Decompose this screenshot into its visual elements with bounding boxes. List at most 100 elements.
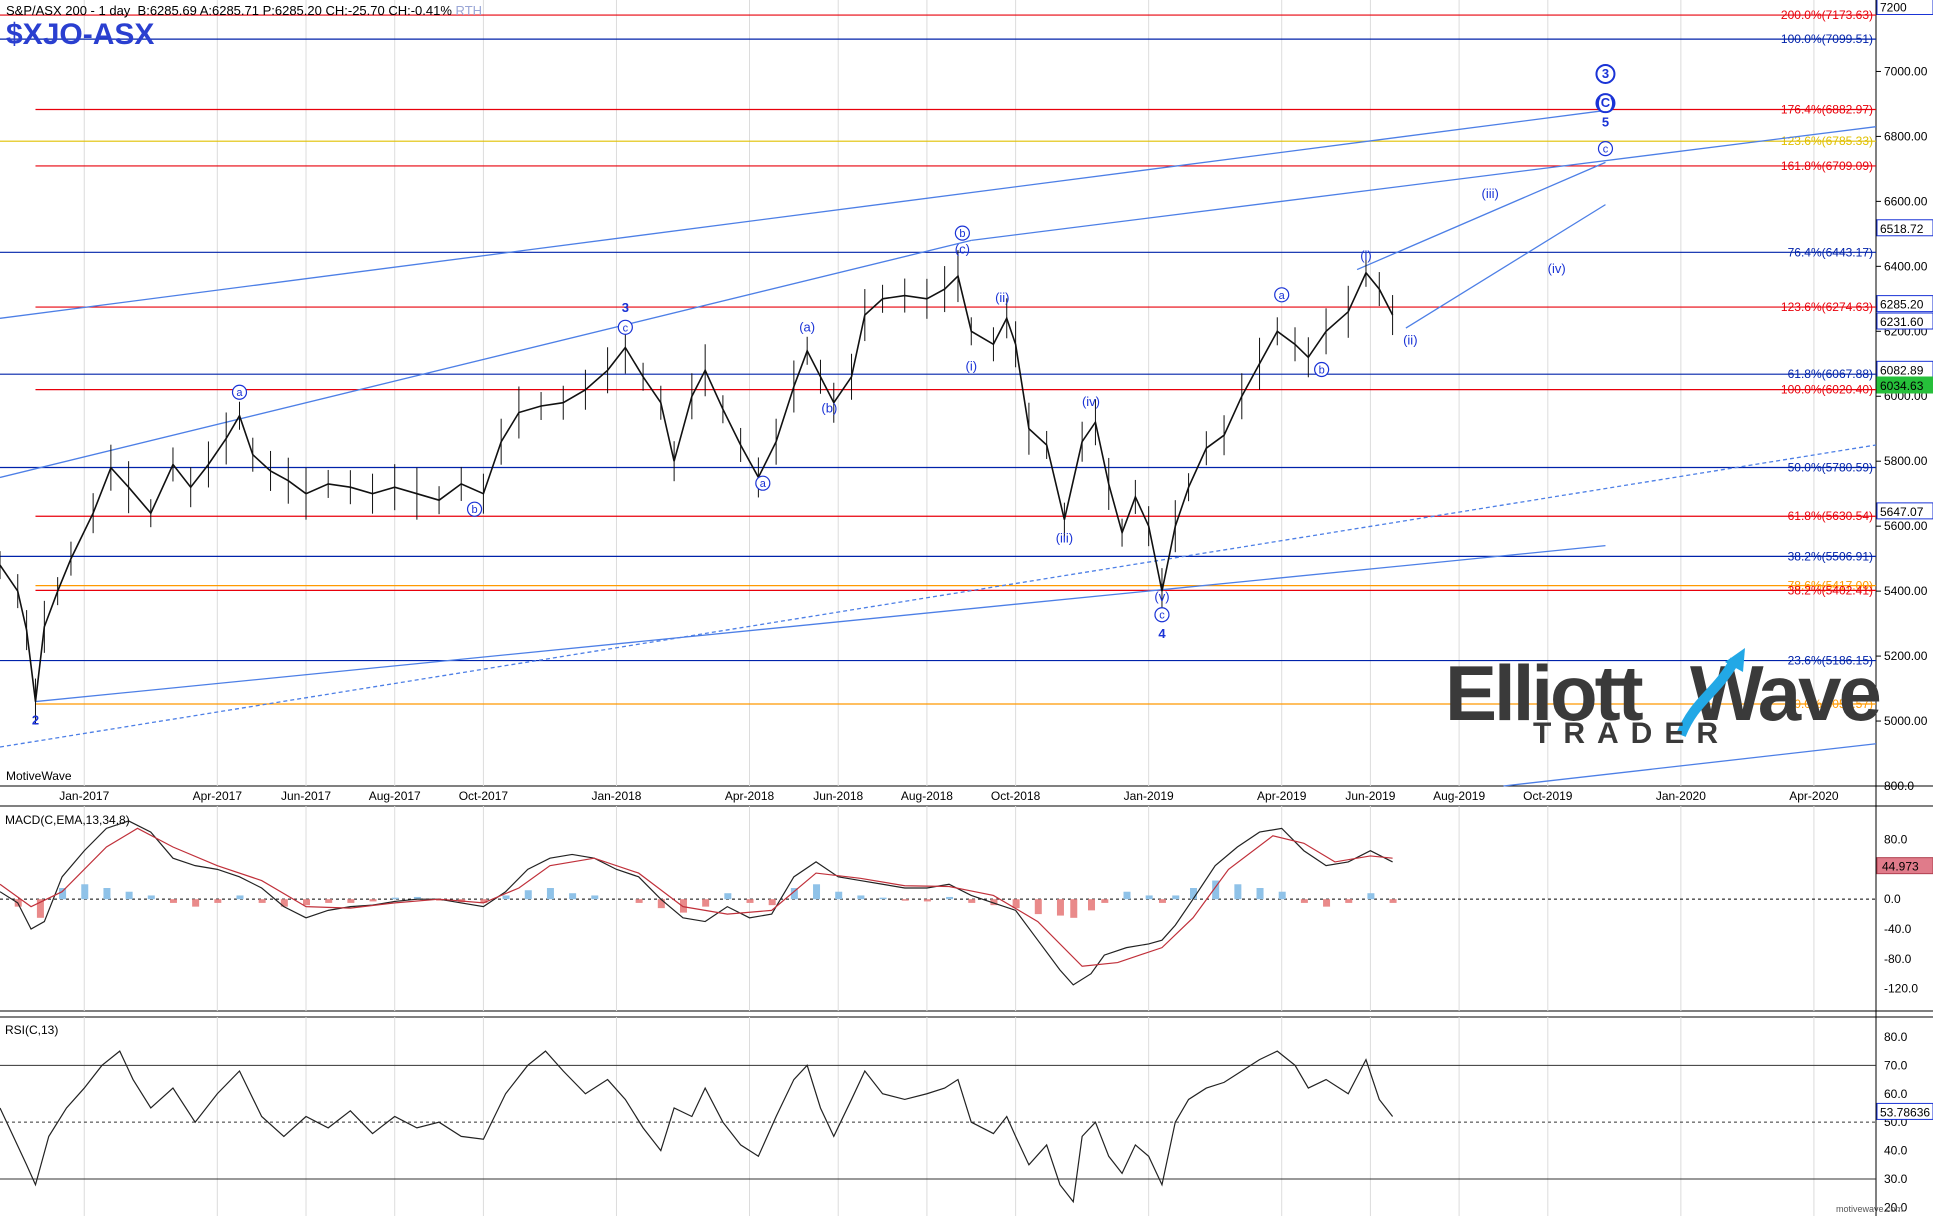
rsi-last-value: 53.78636: [1880, 1105, 1930, 1119]
fib-level-label: 123.6%(6274.63): [1781, 300, 1873, 314]
macd-histogram-bar: [901, 899, 909, 901]
trend-channel-line: [971, 126, 1877, 241]
wave-label-text: 3: [1602, 66, 1609, 81]
price-box-text: 7200: [1880, 0, 1907, 14]
trend-channel-line: [1356, 161, 1606, 271]
wave-label-circle: [617, 319, 633, 335]
rsi-y-tick-label: 70.0: [1884, 1058, 1908, 1072]
macd-histogram-bar: [1300, 899, 1308, 903]
y-tick-label: 800.0: [1884, 779, 1914, 793]
macd-signal-line: [0, 827, 1393, 967]
price-box-bg: [1876, 295, 1933, 313]
svg-text:TRADER: TRADER: [1533, 717, 1730, 750]
wave-label-text: a: [1279, 290, 1286, 302]
footer-label: motivewave.com: [1836, 1204, 1904, 1214]
macd-histogram-bar: [258, 899, 266, 903]
fib-level-label: 23.6%(5186.15): [1788, 654, 1873, 668]
wave-label-circle: [1595, 63, 1616, 84]
price-box-text: 6082.89: [1880, 363, 1924, 377]
macd-histogram-bar: [369, 899, 377, 902]
macd-line: [0, 820, 1393, 986]
price-axis-box: 5647.07: [1876, 502, 1933, 520]
wave-label: 3: [622, 300, 629, 315]
macd-histogram-bar: [1145, 895, 1153, 900]
macd-histogram-bar: [857, 895, 865, 900]
macd-histogram-bar: [946, 896, 954, 900]
x-tick-label: Apr-2019: [1257, 789, 1307, 803]
macd-histogram-bar: [502, 895, 510, 900]
trend-channel-line: [0, 239, 972, 479]
macd-histogram-bar: [1234, 884, 1242, 900]
macd-histogram-bar: [1012, 899, 1020, 909]
price-axis-box: 7200: [1876, 0, 1933, 15]
macd-title: MACD(C,EMA,13,34,8): [5, 813, 130, 827]
macd-histogram-bar: [923, 899, 931, 902]
wave-label: (a): [799, 319, 815, 334]
macd-histogram-bar: [790, 888, 798, 900]
macd-histogram-bar: [1056, 899, 1064, 916]
trend-channel-line: [0, 109, 1606, 319]
macd-histogram-bar: [236, 895, 244, 900]
wave-label: (i): [1360, 248, 1372, 263]
fib-level-label: 100.0%(7099.51): [1781, 32, 1873, 46]
wave-label-text: c: [623, 322, 629, 334]
svg-text:Wave: Wave: [1690, 649, 1879, 737]
wave-label-circle: [1314, 361, 1330, 378]
wave-label-text: a: [236, 387, 243, 399]
fib-level-label: 61.8%(5630.54): [1788, 509, 1873, 523]
macd-histogram-bar: [1172, 895, 1180, 900]
x-tick-label: Apr-2018: [725, 789, 775, 803]
trend-channel-line: [35, 545, 1606, 703]
wave-label-text: (c): [955, 241, 970, 256]
x-tick-label: Apr-2017: [193, 789, 243, 803]
macd-histogram-bar: [990, 899, 998, 906]
x-tick-label: Jan-2020: [1656, 789, 1706, 803]
wave-label-text: 3: [622, 300, 629, 315]
fib-level-label: 61.8%(6067.88): [1788, 367, 1873, 381]
instrument-name: S&P/ASX 200 - 1 day: [6, 3, 131, 18]
rsi-y-tick-label: 20.0: [1884, 1200, 1908, 1214]
svg-text:Elliott: Elliott: [1445, 649, 1644, 737]
x-tick-label: Aug-2018: [901, 789, 953, 803]
macd-histogram-bar: [125, 891, 133, 900]
macd-y-tick-label: 0.0: [1884, 892, 1901, 906]
y-tick-label: 5200.00: [1884, 649, 1928, 663]
wave-label: a: [1274, 287, 1290, 303]
wave-label: (c): [955, 241, 970, 256]
x-tick-label: Jan-2019: [1124, 789, 1174, 803]
x-tick-label: Oct-2018: [991, 789, 1041, 803]
macd-histogram-bar: [1123, 891, 1131, 900]
fib-level-label: 38.2%(5506.91): [1788, 549, 1873, 563]
wave-label-circle: [954, 225, 970, 241]
wave-label-text: b: [471, 504, 477, 516]
quote-values: B:6285.69 A:6285.71 P:6285.20 CH:-25.70 …: [137, 3, 452, 18]
macd-histogram-bar: [325, 899, 333, 903]
macd-histogram-bar: [635, 899, 643, 903]
macd-histogram-bar: [1367, 893, 1375, 900]
macd-histogram-bar: [36, 899, 44, 918]
wave-label-circle: [1274, 287, 1290, 303]
macd-histogram-bar: [1256, 888, 1264, 900]
x-tick-label: Aug-2019: [1433, 789, 1485, 803]
macd-last-box: [1876, 857, 1933, 875]
macd-histogram-bar: [391, 897, 399, 900]
wave-label: (iv): [1082, 394, 1100, 409]
rth-tag: RTH: [455, 3, 483, 18]
wave-label-text: (iii): [1056, 530, 1073, 545]
wave-label: b: [1314, 361, 1330, 378]
wave-label-circle: [1597, 141, 1614, 157]
rsi-y-tick-label: 30.0: [1884, 1172, 1908, 1186]
macd-y-tick-label: 80.0: [1884, 833, 1908, 847]
macd-histogram-bar: [1070, 899, 1078, 918]
x-tick-label: Aug-2017: [369, 789, 421, 803]
fib-level-label: 161.8%(6709.09): [1781, 159, 1873, 173]
wave-label: c: [617, 319, 633, 335]
wave-label: (C): [1595, 93, 1616, 114]
macd-histogram-bar: [303, 899, 311, 906]
price-box-text: 6285.20: [1880, 298, 1924, 312]
wave-label-circle: [231, 384, 248, 400]
macd-histogram-bar: [347, 899, 355, 903]
elliott-wave-trader-logo: Elliott Wave TRADER: [1445, 648, 1882, 750]
wave-label: a: [231, 384, 248, 400]
macd-y-tick-label: -40.0: [1884, 922, 1912, 936]
